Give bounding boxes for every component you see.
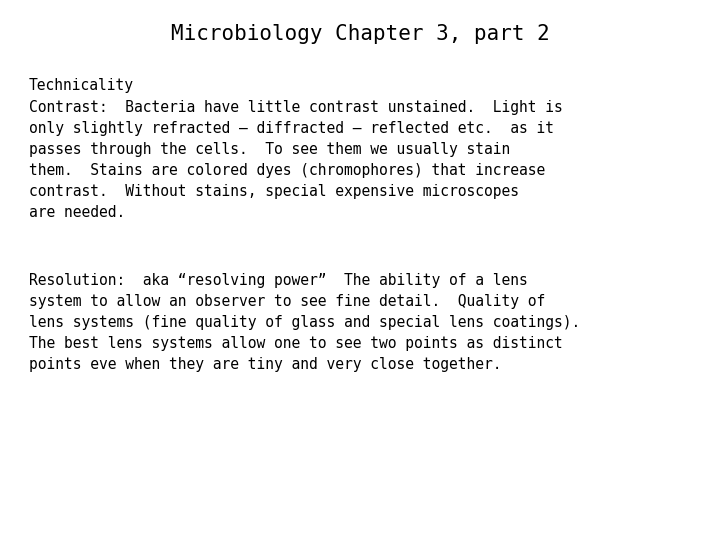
Text: Contrast:  Bacteria have little contrast unstained.  Light is
only slightly refr: Contrast: Bacteria have little contrast … bbox=[29, 100, 562, 220]
Text: Resolution:  aka “resolving power”  The ability of a lens
system to allow an obs: Resolution: aka “resolving power” The ab… bbox=[29, 273, 580, 372]
Text: Microbiology Chapter 3, part 2: Microbiology Chapter 3, part 2 bbox=[171, 24, 549, 44]
Text: Technicality: Technicality bbox=[29, 78, 134, 93]
